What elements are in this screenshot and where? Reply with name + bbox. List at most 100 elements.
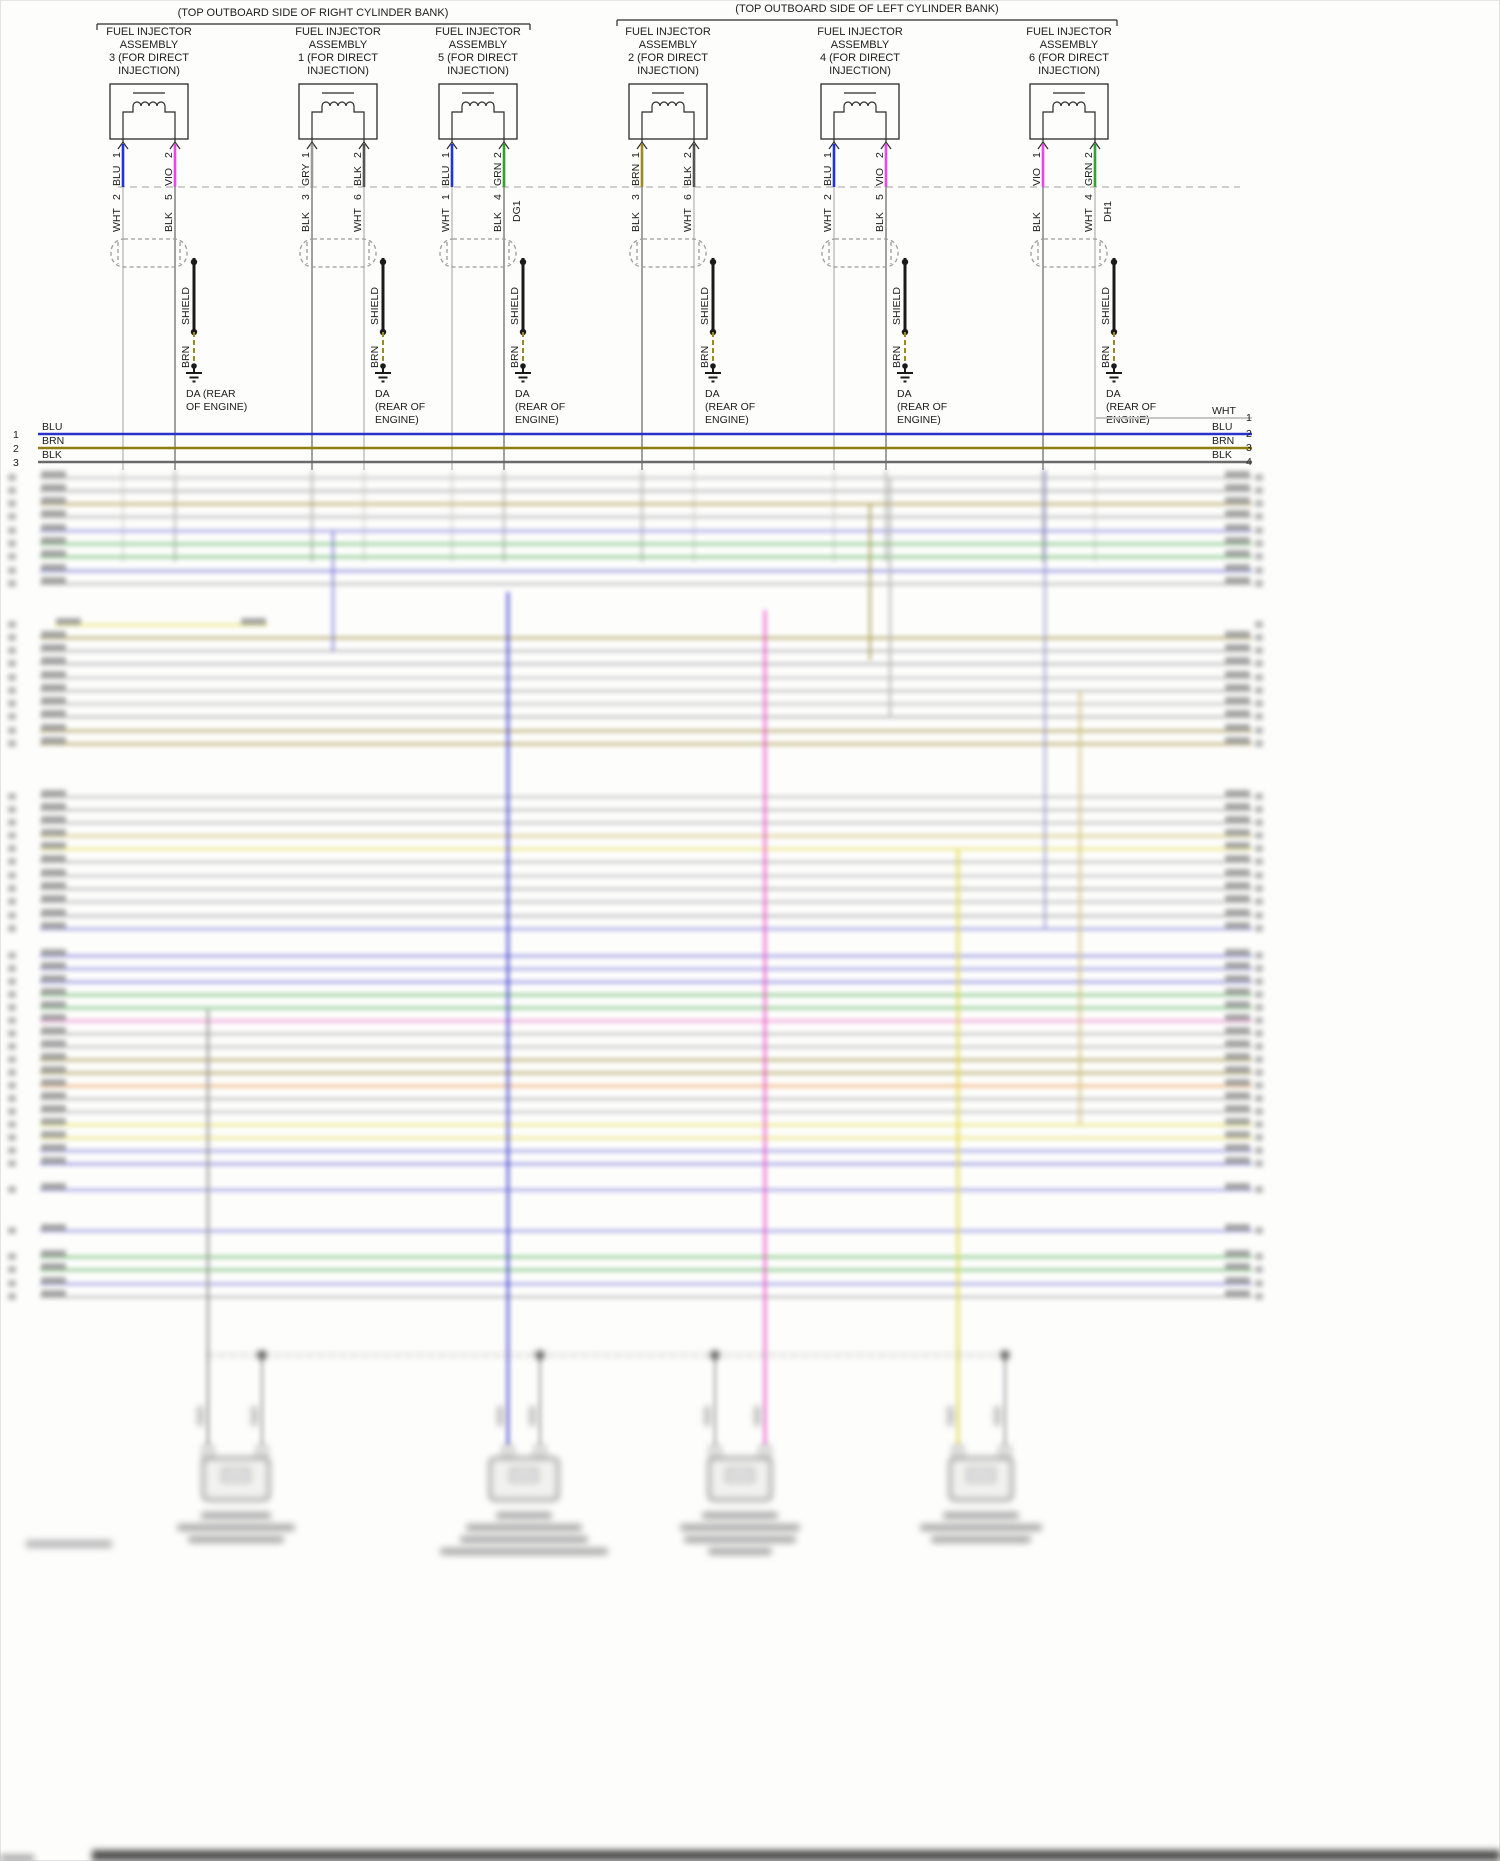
wire-label-blob bbox=[41, 962, 66, 969]
wire-label-blob bbox=[1225, 1250, 1250, 1257]
margin-number-blob bbox=[8, 527, 16, 534]
wire-label-blob bbox=[41, 657, 66, 664]
lower2-number: 4 bbox=[492, 194, 504, 200]
inline-connector-detail bbox=[1037, 242, 1101, 264]
inline-connector bbox=[110, 238, 188, 268]
connector-text-blob bbox=[466, 1524, 582, 1531]
coil-legs bbox=[641, 106, 695, 142]
margin-number-blob bbox=[1255, 898, 1263, 905]
bottom-connector-slot bbox=[725, 1467, 755, 1483]
wire-label-blob bbox=[1225, 1040, 1250, 1047]
lower1-number: 2 bbox=[111, 194, 123, 200]
lower2-color-label: BLK bbox=[874, 212, 886, 232]
wire-label-blob bbox=[1225, 1053, 1250, 1060]
wire-label-blob bbox=[1225, 1131, 1250, 1138]
wire-label-blob bbox=[41, 1183, 66, 1190]
wire-label-blob bbox=[1225, 975, 1250, 982]
blurred-wire-region bbox=[8, 470, 1263, 1446]
lower1-color-label: BLK bbox=[300, 212, 312, 232]
margin-number-blob bbox=[1255, 952, 1263, 959]
shield-label: SHIELD bbox=[509, 287, 521, 325]
bus-label-right: WHT bbox=[1212, 405, 1236, 417]
lower1-number: 3 bbox=[300, 194, 312, 200]
wire-label-blob bbox=[1225, 1001, 1250, 1008]
wire-label-blob bbox=[1225, 1183, 1250, 1190]
injector-title-line: INJECTION) bbox=[829, 65, 891, 77]
wire-label-blob bbox=[56, 618, 81, 625]
connector-text-blob bbox=[177, 1524, 295, 1531]
wire-label-blob bbox=[41, 922, 66, 929]
wire-label-blob bbox=[1225, 631, 1250, 638]
margin-number-blob bbox=[1255, 1069, 1263, 1076]
pin-label-blob bbox=[754, 1406, 761, 1426]
margin-number-blob bbox=[8, 1069, 16, 1076]
wire-label-blob bbox=[41, 949, 66, 956]
connector-text-blob bbox=[708, 1548, 772, 1555]
margin-number-blob bbox=[1255, 500, 1263, 507]
wire-label-blob bbox=[1225, 1118, 1250, 1125]
margin-number-blob bbox=[1255, 925, 1263, 932]
pin1-number: 1 bbox=[822, 152, 834, 158]
wire-label-blob bbox=[1225, 537, 1250, 544]
ground-ref-label: ENGINE) bbox=[705, 414, 749, 426]
ground-ref-label: (REAR OF bbox=[897, 401, 947, 413]
inline-connector bbox=[1030, 238, 1108, 268]
wire-label-blob bbox=[1225, 816, 1250, 823]
ground-ref-label: ENGINE) bbox=[515, 414, 559, 426]
margin-number-blob bbox=[8, 912, 16, 919]
injector-box bbox=[820, 83, 900, 140]
ground-ref-label: DA bbox=[897, 388, 912, 400]
margin-number-blob bbox=[8, 634, 16, 641]
pin-arrow-icon bbox=[1037, 140, 1101, 150]
lower2-color-label: BLK bbox=[163, 212, 175, 232]
pin-arrow-icon bbox=[636, 140, 700, 150]
wire-label-blob bbox=[41, 1014, 66, 1021]
wire-label-blob bbox=[1225, 510, 1250, 517]
junction-dot bbox=[190, 258, 198, 266]
injector-title-line: 2 (FOR DIRECT bbox=[628, 52, 708, 64]
wire-label-blob bbox=[1225, 1157, 1250, 1164]
margin-number-blob bbox=[1255, 1253, 1263, 1260]
margin-number-left: 1 bbox=[13, 429, 19, 441]
lower2-number: 5 bbox=[874, 194, 886, 200]
coil-icon bbox=[651, 101, 685, 107]
wire-label-blob bbox=[1225, 1224, 1250, 1231]
wire-label-blob bbox=[1225, 1027, 1250, 1034]
margin-number-blob bbox=[8, 647, 16, 654]
wire-label-blob bbox=[1225, 909, 1250, 916]
margin-number-blob bbox=[8, 1227, 16, 1234]
inline-connector-detail bbox=[446, 242, 510, 264]
wire-label-blob bbox=[41, 564, 66, 571]
margin-number-blob bbox=[1255, 1147, 1263, 1154]
injector-title-line: ASSEMBLY bbox=[639, 39, 698, 51]
wire-label-blob bbox=[1225, 564, 1250, 571]
inline-connector-detail bbox=[828, 242, 892, 264]
margin-number-blob bbox=[1255, 1082, 1263, 1089]
injector-title-line: 3 (FOR DIRECT bbox=[109, 52, 189, 64]
ground-icon bbox=[375, 366, 391, 383]
injector-title-line: FUEL INJECTOR bbox=[1026, 26, 1112, 38]
left-bank-bracket bbox=[616, 19, 1118, 26]
margin-number-blob bbox=[8, 925, 16, 932]
lower1-color-label: WHT bbox=[822, 208, 834, 232]
margin-number-blob bbox=[8, 1147, 16, 1154]
wire-label-blob bbox=[41, 1131, 66, 1138]
pin2-color-label: BLK bbox=[682, 166, 694, 186]
margin-number-blob bbox=[8, 1004, 16, 1011]
wire-label-blob bbox=[41, 882, 66, 889]
injector-title-line: INJECTION) bbox=[307, 65, 369, 77]
margin-number-blob bbox=[8, 1082, 16, 1089]
margin-number-blob bbox=[1255, 1043, 1263, 1050]
inline-connector bbox=[299, 238, 377, 268]
pin-label-blob bbox=[947, 1406, 954, 1426]
wire-label-blob bbox=[1225, 671, 1250, 678]
shield-label: SHIELD bbox=[1100, 287, 1112, 325]
margin-number-blob bbox=[8, 487, 16, 494]
coil-icon bbox=[132, 101, 166, 107]
wire-label-blob bbox=[1225, 1263, 1250, 1270]
margin-number-blob bbox=[8, 991, 16, 998]
